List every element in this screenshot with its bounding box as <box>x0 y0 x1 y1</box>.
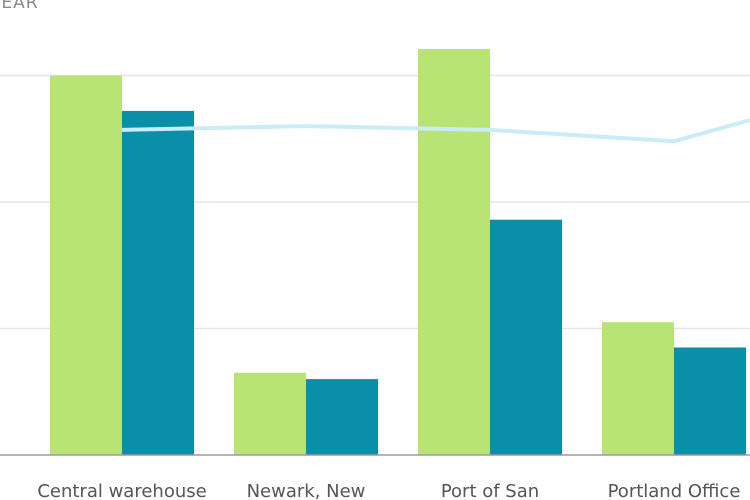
category-label: Port of San <box>441 481 539 500</box>
bar <box>234 372 306 455</box>
x-axis-labels: Central warehouse Newark, New Port of San P… <box>37 481 740 500</box>
category-label: Portland Office <box>608 481 741 500</box>
chart-top-label: YEAR <box>0 0 39 13</box>
line-series-path <box>121 118 750 144</box>
line-series <box>121 118 750 144</box>
bar <box>602 322 674 455</box>
category-label: Newark, New <box>247 481 366 500</box>
bar <box>306 379 378 455</box>
bar <box>490 219 562 455</box>
bar <box>674 347 746 455</box>
bar <box>50 75 122 455</box>
bars <box>50 48 746 456</box>
bar <box>418 48 490 456</box>
category-label: Central warehouse <box>37 481 206 500</box>
bar <box>122 110 194 456</box>
